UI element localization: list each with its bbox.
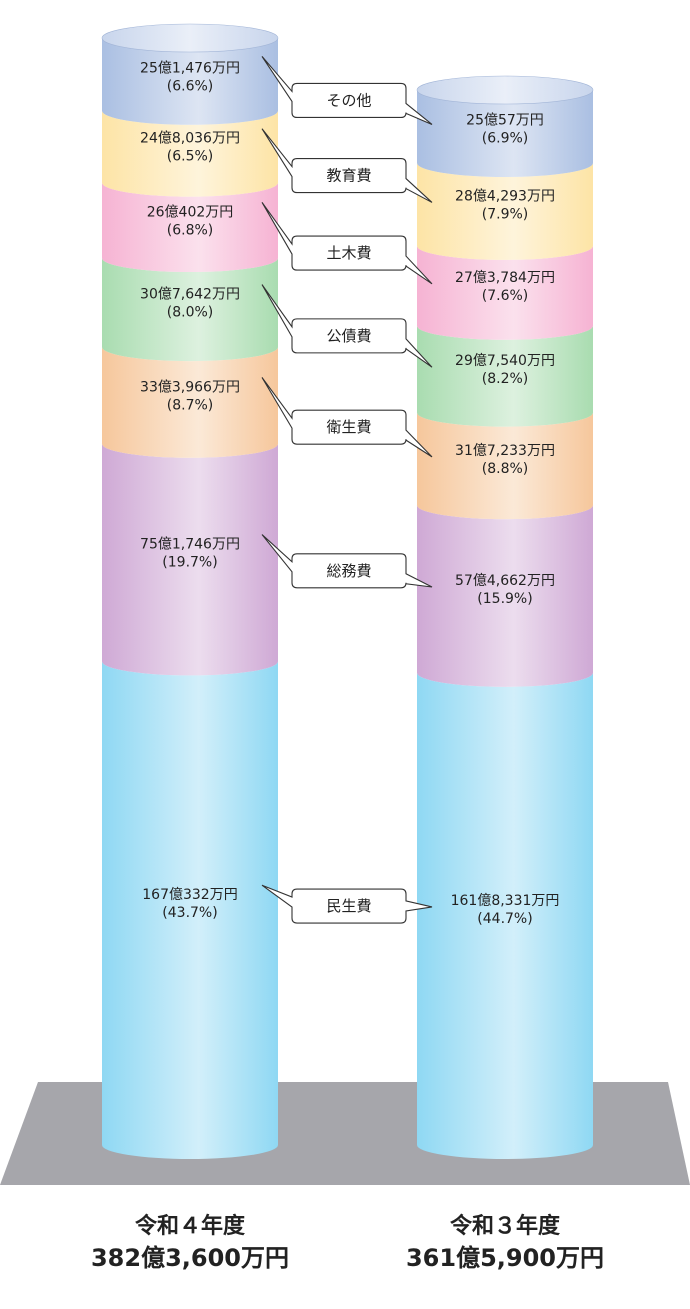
percent-label-somu: (19.7%)	[162, 555, 217, 571]
percent-label-minsei: (44.7%)	[477, 911, 532, 927]
segment-somu-r4	[102, 443, 278, 676]
segment-kyoiku-r4	[102, 110, 278, 197]
segment-eisei-r4	[102, 347, 278, 458]
percent-label-sonota: (6.9%)	[482, 130, 529, 146]
cylinder-r4: 167億332万円 (43.7%) 75億1,746万円 (19.7%) 33億3,96…	[101, 23, 279, 1159]
amount-label-eisei: 33億3,966万円	[140, 379, 240, 395]
amount-label-somu: 57億4,662万円	[455, 573, 555, 589]
callout-label-kyoiku: 教育費	[326, 167, 371, 185]
segment-sonota-r4	[102, 38, 278, 125]
amount-label-sonota: 25億57万円	[466, 112, 544, 128]
segment-kosai-r3	[417, 325, 593, 427]
footer-r3: 令和３年度 361億5,900万円	[375, 1212, 635, 1274]
amount-label-eisei: 31億7,233万円	[455, 443, 555, 459]
segment-somu-r3	[417, 505, 593, 687]
segment-minsei-r3	[417, 672, 593, 1159]
segment-top-sonota-r4	[102, 24, 278, 52]
percent-label-kosai: (8.0%)	[167, 305, 214, 321]
callout-label-somu: 総務費	[326, 562, 371, 580]
amount-label-kosai: 30億7,642万円	[140, 287, 240, 303]
total-label-r3: 361億5,900万円	[405, 1244, 604, 1272]
callout-label-eisei: 衛生費	[326, 418, 371, 436]
percent-label-kosai: (8.2%)	[482, 371, 529, 387]
percent-label-kyoiku: (6.5%)	[167, 149, 214, 165]
cylinder-top-cap	[416, 75, 594, 105]
year-label-r3: 令和３年度	[449, 1214, 560, 1239]
amount-label-doboku: 27億3,784万円	[455, 270, 555, 286]
percent-label-doboku: (7.6%)	[482, 288, 529, 304]
callout-label-doboku: 土木費	[326, 244, 371, 262]
percent-label-eisei: (8.8%)	[482, 461, 529, 477]
percent-label-sonota: (6.6%)	[167, 78, 214, 94]
segment-minsei-r4	[102, 661, 278, 1159]
segment-sonota-r3	[417, 90, 593, 177]
percent-label-eisei: (8.7%)	[167, 397, 214, 413]
segment-doboku-r3	[417, 245, 593, 340]
callout-label-kosai: 公債費	[326, 327, 371, 345]
callout-label-minsei: 民生費	[326, 897, 371, 915]
segment-kosai-r4	[102, 258, 278, 362]
category-callouts: 民生費 総務費 衛生費 公債費 土木費 教育費 その他	[261, 56, 433, 924]
percent-label-minsei: (43.7%)	[162, 905, 217, 921]
year-label-r4: 令和４年度	[134, 1214, 245, 1239]
callout-eisei	[261, 377, 433, 458]
callout-kyoiku	[261, 128, 433, 203]
amount-label-sonota: 25億1,476万円	[140, 60, 240, 76]
segment-top-sonota-r3	[417, 76, 593, 104]
footer-r4: 令和４年度 382億3,600万円	[60, 1212, 320, 1274]
callout-sonota	[261, 56, 433, 125]
callout-somu	[261, 534, 433, 589]
callout-doboku	[261, 201, 433, 285]
percent-label-kyoiku: (7.9%)	[482, 206, 529, 222]
percent-label-somu: (15.9%)	[477, 591, 532, 607]
amount-label-minsei: 161億8,331万円	[451, 893, 560, 909]
amount-label-kosai: 29億7,540万円	[455, 353, 555, 369]
cylinder-top-cap	[101, 23, 279, 53]
amount-label-kyoiku: 28億4,293万円	[455, 188, 555, 204]
segment-eisei-r3	[417, 412, 593, 520]
amount-label-doboku: 26億402万円	[147, 204, 234, 220]
cylinder-r3: 161億8,331万円 (44.7%) 57億4,662万円 (15.9%) 31億7,…	[416, 75, 594, 1159]
amount-label-somu: 75億1,746万円	[140, 537, 240, 553]
segment-doboku-r4	[102, 182, 278, 273]
callout-kosai	[261, 284, 433, 368]
total-label-r4: 382億3,600万円	[90, 1244, 289, 1272]
callout-label-sonota: その他	[326, 91, 371, 109]
segment-kyoiku-r3	[417, 162, 593, 260]
amount-label-kyoiku: 24億8,036万円	[140, 131, 240, 147]
callout-minsei	[261, 884, 433, 924]
percent-label-doboku: (6.8%)	[167, 222, 214, 238]
amount-label-minsei: 167億332万円	[142, 887, 237, 903]
